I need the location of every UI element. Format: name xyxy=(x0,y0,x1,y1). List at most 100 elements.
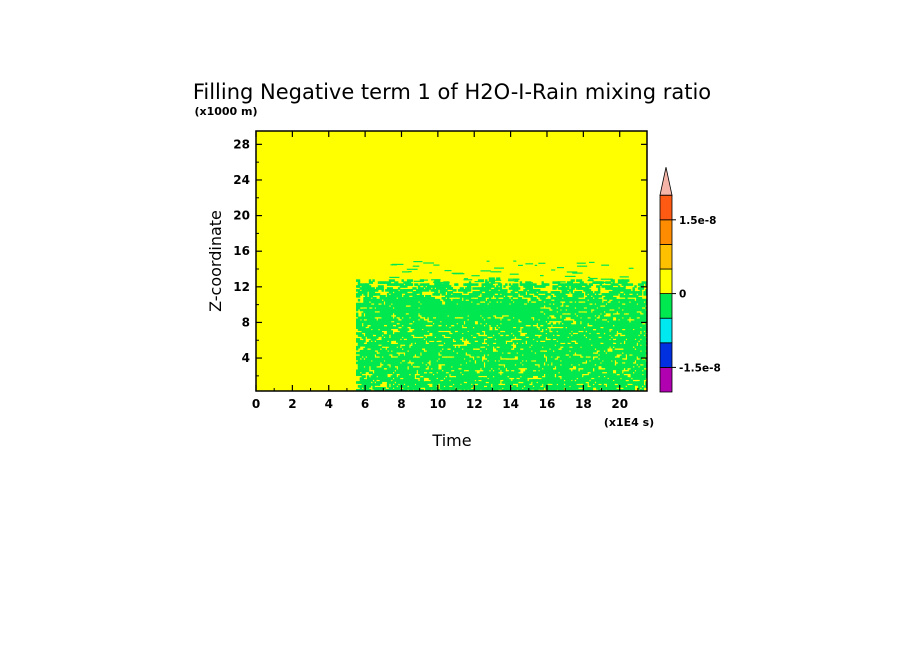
x-tick-label: 18 xyxy=(575,397,592,411)
negative-cell xyxy=(536,387,539,390)
negative-cell xyxy=(570,291,573,294)
negative-cell xyxy=(572,383,577,386)
negative-cell xyxy=(426,340,430,343)
negative-cell xyxy=(603,324,610,327)
negative-cell xyxy=(563,320,568,324)
negative-cell xyxy=(572,387,575,390)
negative-cell xyxy=(434,349,441,353)
negative-cell xyxy=(388,302,392,306)
negative-cell xyxy=(588,342,595,345)
negative-cell xyxy=(567,355,570,359)
negative-cell xyxy=(405,289,410,292)
negative-cell xyxy=(416,326,419,329)
negative-cell xyxy=(537,338,544,341)
negative-cell xyxy=(563,369,566,373)
negative-streak xyxy=(490,279,502,281)
negative-cell xyxy=(567,369,572,373)
negative-cell xyxy=(619,312,624,316)
negative-cell xyxy=(619,357,623,361)
negative-cell xyxy=(628,363,633,367)
negative-cell xyxy=(416,289,419,292)
negative-cell xyxy=(625,281,628,284)
negative-cell xyxy=(481,389,486,391)
negative-cell xyxy=(490,338,493,341)
negative-cell xyxy=(645,373,647,376)
negative-cell xyxy=(492,371,497,374)
negative-cell xyxy=(412,300,415,304)
negative-cell xyxy=(383,347,386,351)
negative-cell xyxy=(445,295,452,298)
negative-cell xyxy=(459,295,463,298)
negative-cell xyxy=(614,375,617,378)
negative-cell xyxy=(445,363,448,367)
negative-cell xyxy=(523,363,530,367)
negative-cell xyxy=(547,332,554,335)
negative-cell xyxy=(363,324,368,327)
negative-cell xyxy=(543,371,548,374)
negative-cell xyxy=(616,375,619,378)
negative-cell xyxy=(490,298,493,302)
negative-cell xyxy=(590,314,593,318)
negative-cell xyxy=(583,355,586,359)
negative-cell xyxy=(465,318,468,322)
negative-cell xyxy=(552,306,557,310)
negative-cell xyxy=(421,302,428,306)
negative-cell xyxy=(565,379,572,382)
negative-cell xyxy=(470,338,475,341)
negative-cell xyxy=(439,369,443,373)
negative-cell xyxy=(488,322,495,325)
negative-cell xyxy=(472,361,475,365)
negative-cell xyxy=(645,342,647,345)
negative-cell xyxy=(530,283,537,286)
negative-cell xyxy=(472,332,477,335)
negative-cell xyxy=(608,332,612,335)
negative-cell xyxy=(499,367,503,371)
negative-cell xyxy=(541,308,544,312)
negative-cell xyxy=(499,326,503,329)
negative-cell xyxy=(574,298,577,302)
negative-cell xyxy=(443,324,446,327)
negative-cell xyxy=(614,324,621,327)
negative-cell xyxy=(547,298,550,302)
negative-cell xyxy=(356,279,361,282)
negative-cell xyxy=(443,326,448,329)
negative-cell xyxy=(585,332,588,335)
negative-cell xyxy=(577,326,584,329)
negative-cell xyxy=(632,295,637,298)
negative-cell xyxy=(432,287,435,290)
negative-cell xyxy=(452,320,457,324)
negative-cell xyxy=(541,334,544,337)
negative-cell xyxy=(567,359,574,363)
negative-cell xyxy=(370,330,375,333)
negative-cell xyxy=(416,310,423,314)
negative-cell xyxy=(425,330,428,333)
negative-cell xyxy=(370,363,375,367)
negative-cell xyxy=(468,340,472,343)
negative-cell xyxy=(379,300,384,304)
negative-cell xyxy=(541,338,546,341)
negative-cell xyxy=(557,328,564,331)
negative-cell xyxy=(508,349,512,353)
negative-cell xyxy=(434,291,439,294)
negative-cell xyxy=(579,361,583,365)
negative-cell xyxy=(465,373,470,376)
negative-cell xyxy=(488,295,492,298)
negative-cell xyxy=(481,379,484,382)
negative-cell xyxy=(643,338,647,341)
negative-cell xyxy=(468,293,475,296)
negative-cell xyxy=(465,302,468,306)
negative-cell xyxy=(376,332,383,335)
negative-cell xyxy=(376,298,379,302)
negative-cell xyxy=(565,349,570,353)
negative-cell xyxy=(610,283,615,286)
negative-cell xyxy=(521,320,524,324)
negative-cell xyxy=(456,387,459,390)
negative-cell xyxy=(412,345,415,349)
negative-cell xyxy=(617,316,621,320)
negative-cell xyxy=(492,340,499,343)
negative-cell xyxy=(467,334,470,337)
negative-cell xyxy=(386,377,390,380)
negative-cell xyxy=(397,369,401,373)
negative-cell xyxy=(599,322,603,325)
negative-cell xyxy=(587,367,592,371)
